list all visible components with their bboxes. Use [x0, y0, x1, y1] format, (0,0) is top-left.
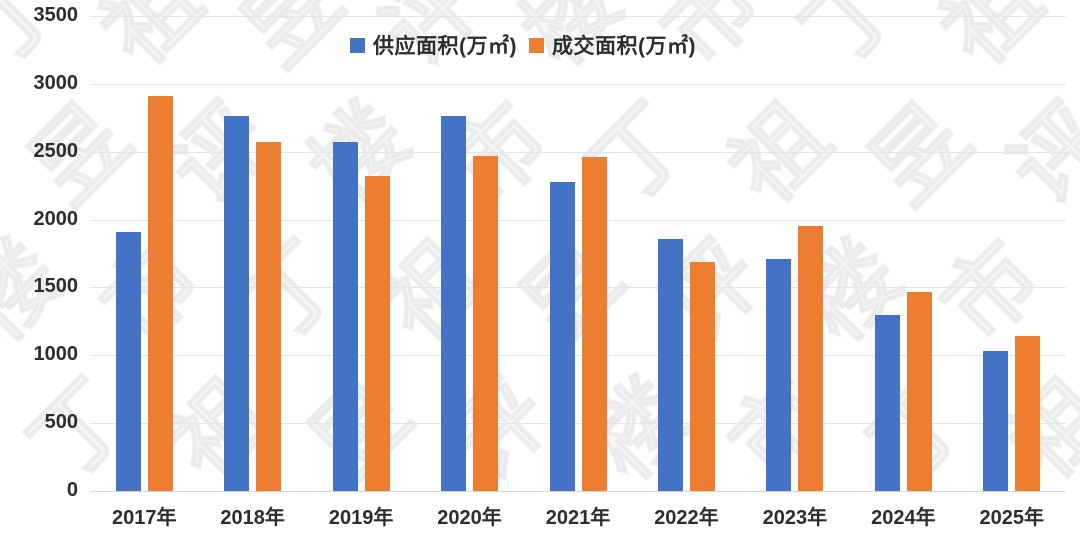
- legend-swatch-supply-icon: [350, 37, 365, 53]
- gridline-y-2500: [90, 151, 1066, 153]
- bar-supply-2022: [657, 238, 683, 491]
- y-axis-tick-label: 3500: [33, 4, 79, 26]
- watermark-text: 评: [990, 84, 1080, 223]
- legend-item-supply-area: 供应面积(万㎡): [350, 30, 517, 60]
- y-axis-tick-label: 2000: [33, 207, 79, 230]
- y-axis-tick-label: 1500: [33, 275, 79, 298]
- y-axis-tick-label: 500: [44, 411, 78, 434]
- bar-transaction-2019: [364, 176, 390, 491]
- watermark-text: 昱: [222, 0, 361, 86]
- bar-supply-2018: [224, 116, 250, 491]
- bar-transaction-2021: [581, 157, 607, 491]
- legend-label-supply-area: 供应面积(万㎡): [373, 35, 517, 58]
- y-axis-tick-label: 2500: [33, 139, 79, 162]
- gridline-y-1500: [90, 287, 1066, 289]
- x-axis-tick-label: 2022年: [654, 507, 719, 529]
- legend-label-transaction-area: 成交面积(万㎡): [552, 35, 696, 58]
- bar-supply-2025: [983, 351, 1009, 491]
- legend-swatch-transaction-icon: [529, 37, 544, 53]
- bar-supply-2024: [874, 314, 900, 491]
- bar-transaction-2022: [689, 261, 715, 491]
- watermark-text: 丁: [782, 0, 921, 86]
- bar-transaction-2020: [473, 155, 499, 491]
- gridline-y-0: [90, 491, 1066, 492]
- watermark-text: 昱: [850, 84, 989, 223]
- gridline-y-500: [90, 423, 1066, 425]
- gridline-y-3000: [90, 83, 1066, 85]
- x-axis-tick-label: 2023年: [762, 507, 828, 529]
- x-axis-tick-label: 2020年: [437, 507, 502, 529]
- x-axis-tick-label: 2021年: [545, 507, 611, 529]
- bar-supply-2021: [549, 181, 575, 491]
- watermark-text: 楼: [290, 84, 429, 223]
- watermark-text: 祖: [710, 84, 849, 223]
- bar-transaction-2023: [798, 226, 824, 491]
- bar-supply-2023: [766, 258, 792, 491]
- x-axis-tick-label: 2019年: [328, 507, 394, 529]
- watermark-text: 昱: [290, 360, 429, 499]
- watermark-text: 祖: [922, 0, 1061, 86]
- x-axis-tick-label: 2024年: [871, 507, 936, 529]
- chart-legend: 供应面积(万㎡) 成交面积(万㎡): [350, 30, 696, 60]
- gridline-y-1000: [90, 355, 1066, 357]
- bar-transaction-2025: [1015, 336, 1041, 491]
- bar-supply-2017: [115, 231, 141, 491]
- x-axis-tick-label: 2018年: [220, 507, 285, 529]
- watermark-text: 祖: [82, 0, 221, 86]
- bar-transaction-2018: [256, 142, 282, 491]
- gridline-y-2000: [90, 219, 1066, 221]
- x-axis-tick-label: 2017年: [111, 507, 177, 529]
- bar-supply-2019: [332, 142, 358, 491]
- bar-transaction-2017: [147, 96, 173, 491]
- y-axis-tick-label: 0: [66, 479, 78, 501]
- legend-item-transaction-area: 成交面积(万㎡): [529, 30, 696, 60]
- y-axis-tick-label: 1000: [33, 343, 79, 366]
- bar-transaction-2024: [906, 291, 932, 491]
- x-axis-tick-label: 2025年: [979, 507, 1045, 529]
- bar-supply-2020: [441, 116, 467, 491]
- gridline-y-3500: [90, 16, 1066, 17]
- y-axis-tick-label: 3000: [33, 71, 79, 94]
